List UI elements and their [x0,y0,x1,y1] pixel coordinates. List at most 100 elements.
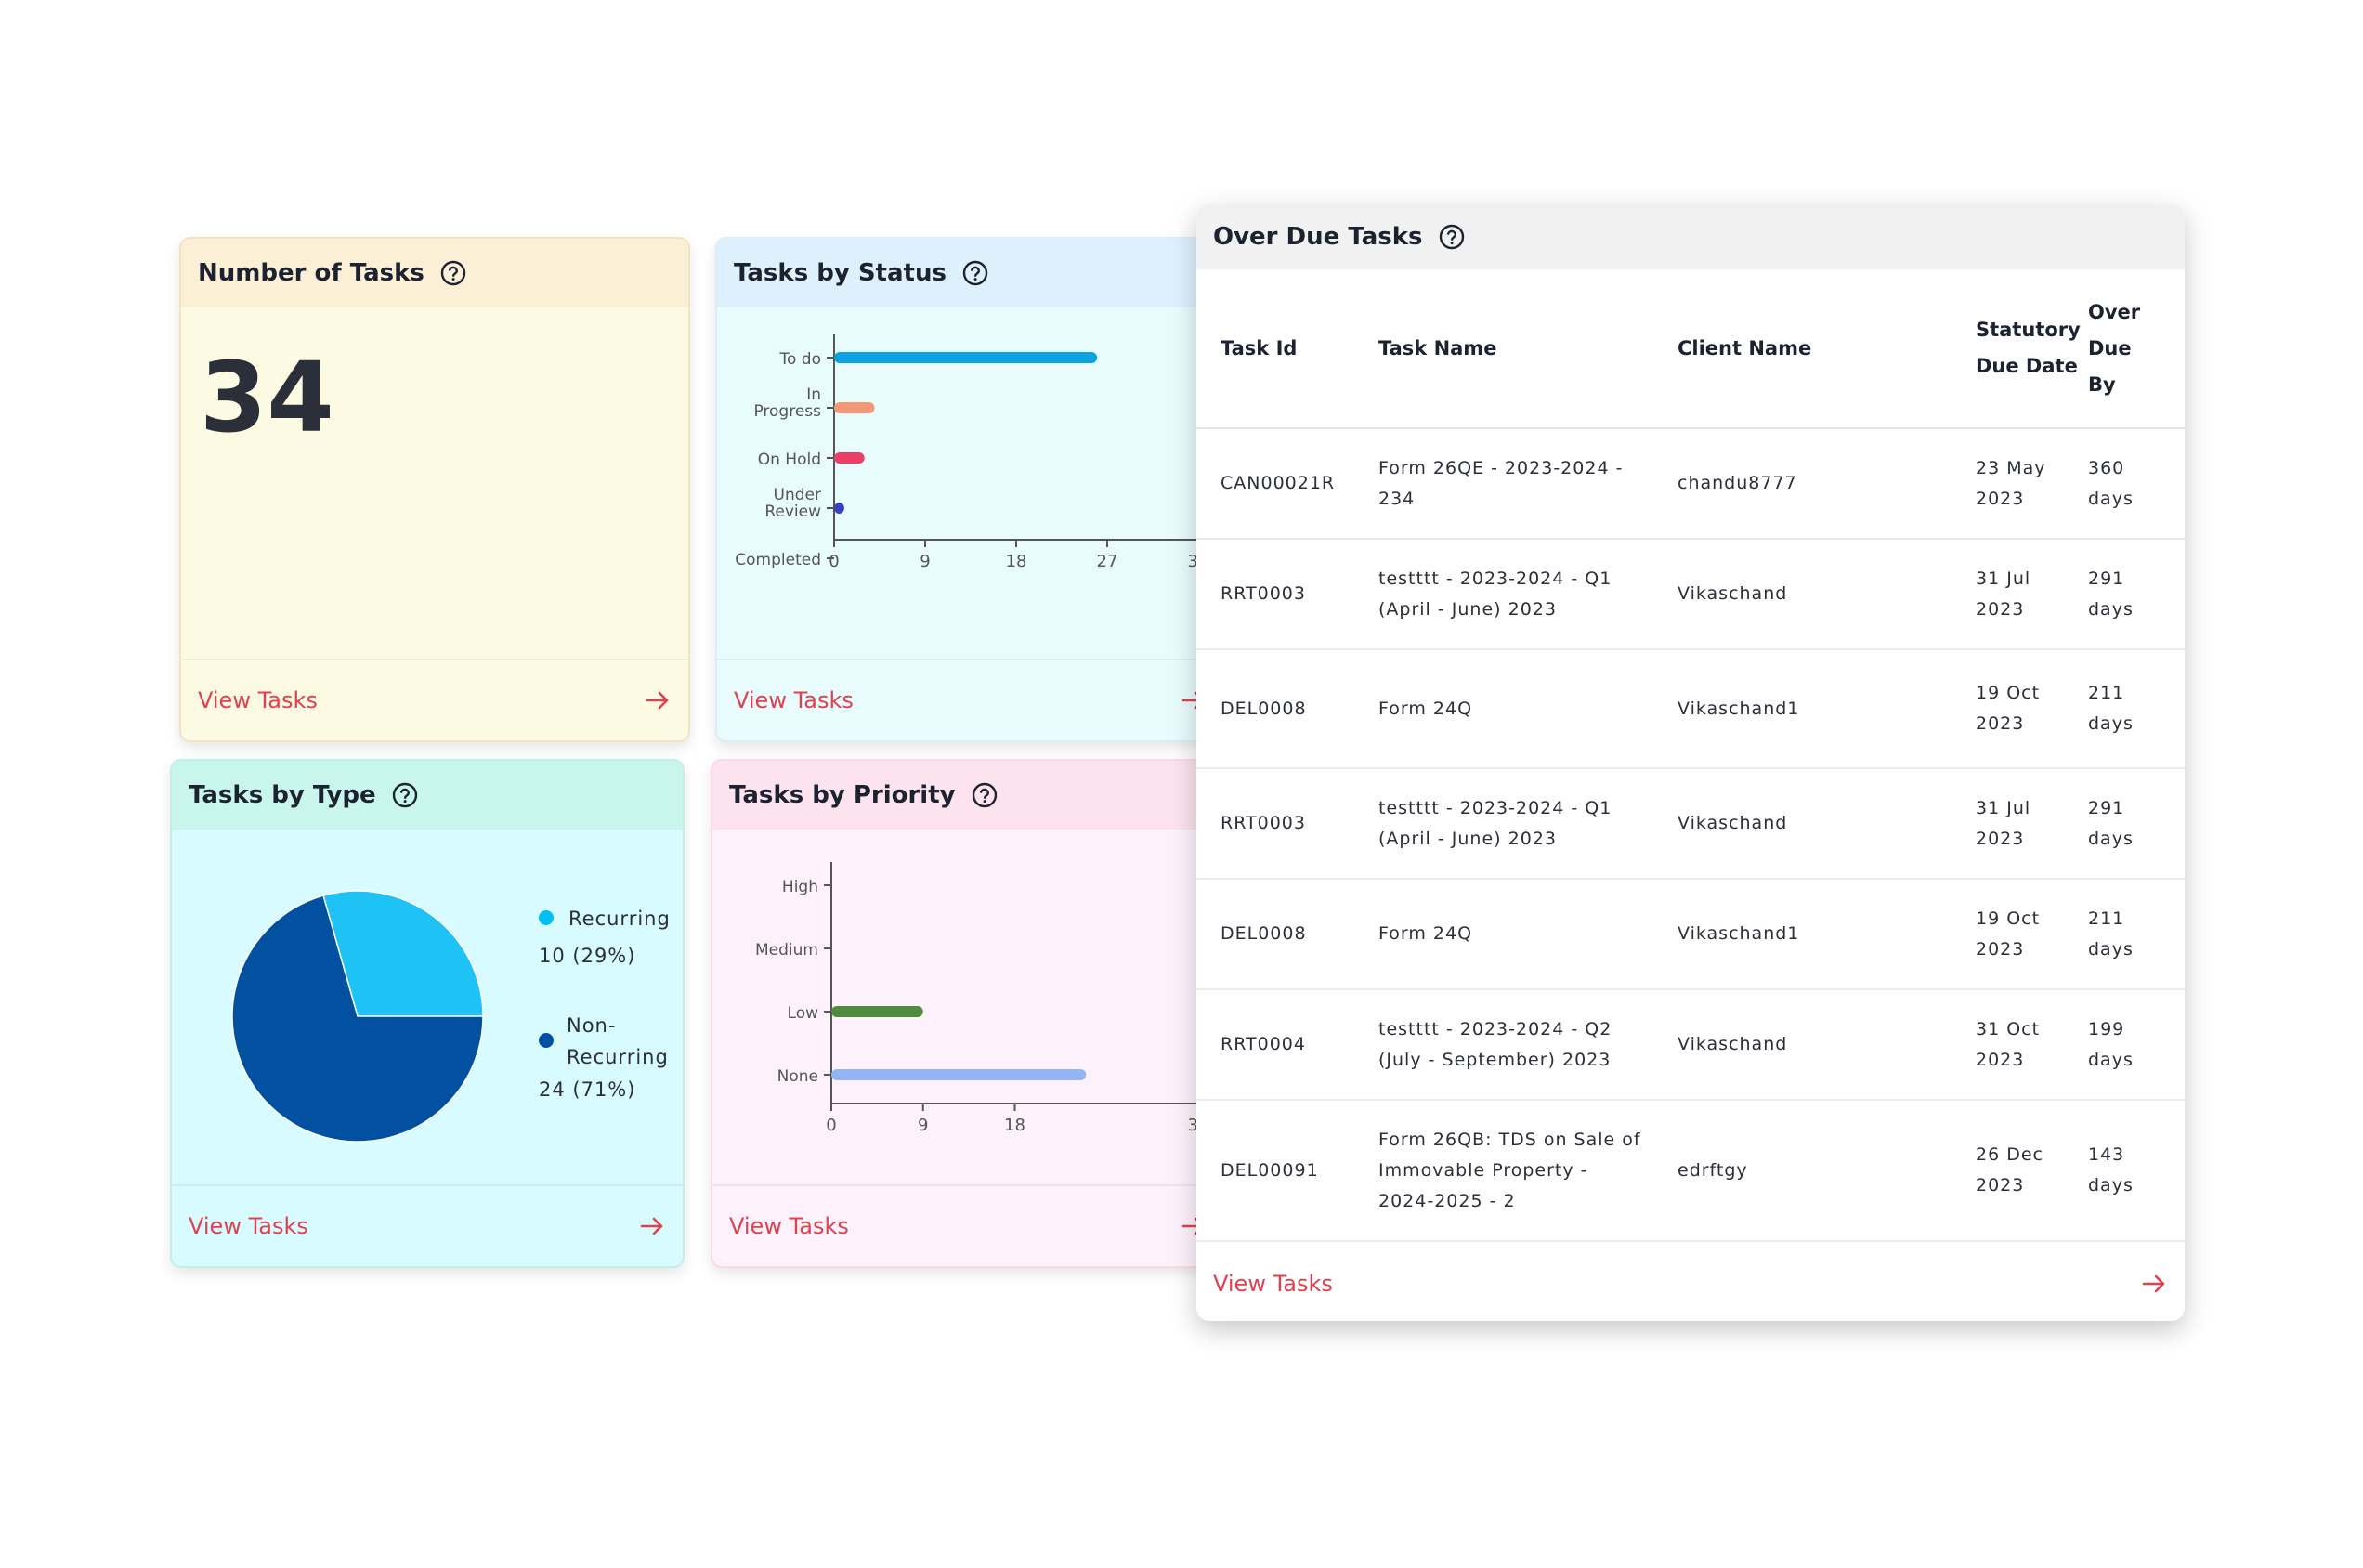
table-row[interactable]: DEL0008 Form 24Q Vikaschand1 19 Oct 2023 211 d… [1196,649,2185,769]
view-tasks-label[interactable]: View Tasks [189,1213,308,1239]
view-tasks-link[interactable]: View Tasks [717,659,1224,740]
view-tasks-label[interactable]: View Tasks [198,687,318,713]
card-header: Tasks by Priority [712,761,1224,830]
x-tick-label: 18 [1004,1116,1025,1135]
column-header-task-id[interactable]: Task Id [1196,269,1354,429]
pie-slice [322,890,484,1017]
tasks-by-type-card: Tasks by Type Recurring 10 (29%) Non- Re… [170,759,685,1268]
cell-line: DEL0008 [1221,923,1307,944]
cell-line: 143 [2088,1144,2125,1165]
x-tick-label: 0 [826,1116,836,1135]
cell-line: Vikaschand [1678,583,1788,604]
y-tick-label: Progress [753,402,821,421]
x-tick-label: 9 [918,1116,928,1135]
column-header-task-name[interactable]: Task Name [1354,269,1653,429]
cell-line: 2023 [1976,828,2025,849]
table-row[interactable]: RRT0003 testttt - 2023-2024 - Q1 (April - … [1196,768,2185,880]
arrow-right-icon[interactable] [644,686,672,714]
cell-overdue-by: 211 days [2088,879,2185,990]
card-title: Number of Tasks [198,259,424,287]
help-icon[interactable] [1438,223,1466,251]
header-line: By [2088,372,2116,396]
table-row[interactable]: RRT0003 testttt - 2023-2024 - Q1 (April - … [1196,539,2185,650]
cell-line: Form 24Q [1378,698,1473,719]
cell-line: 19 Oct [1976,908,2041,929]
help-icon[interactable] [961,259,989,287]
view-tasks-link[interactable]: View Tasks [1196,1247,2185,1321]
legend-value: 24 (71%) [539,1078,636,1101]
cell-line: 26 Dec [1976,1144,2043,1165]
cell-line: days [2088,1049,2134,1070]
cell-line: chandu8777 [1678,473,1797,493]
cell-line: CAN00021R [1221,473,1336,493]
view-tasks-link[interactable]: View Tasks [172,1184,683,1266]
cell-line: 211 [2088,908,2125,929]
overdue-table: Task Id Task Name Client Name Statutory … [1196,269,2185,1242]
bar [831,1069,1087,1080]
help-icon[interactable] [439,259,467,287]
view-tasks-link[interactable]: View Tasks [181,659,688,740]
cell-client-name: Vikaschand1 [1653,649,1952,769]
cell-line: 31 Jul [1976,797,2031,818]
y-tick-label: Under [774,486,821,504]
table-row[interactable]: RRT0004 testttt - 2023-2024 - Q2 (July - S… [1196,989,2185,1101]
legend-non-recurring: Non- Recurring [539,1010,669,1073]
cell-line: edrftgy [1678,1159,1748,1181]
header-line: Due [2088,336,2132,359]
pie-slice [231,895,484,1143]
cell-task-id: CAN00021R [1196,428,1354,540]
help-icon[interactable] [971,781,999,809]
table-row[interactable]: CAN00021R Form 26QE - 2023-2024 - 234 chand… [1196,428,2185,540]
help-icon[interactable] [391,781,419,809]
cell-line: days [2088,713,2134,734]
view-tasks-label[interactable]: View Tasks [1213,1271,1333,1297]
cell-line: Vikaschand [1678,813,1788,833]
x-tick-label: 0 [829,552,839,571]
cell-line: 211 [2088,683,2125,703]
column-header-client-name[interactable]: Client Name [1653,269,1952,429]
cell-due-date: 23 May 2023 [1952,428,2088,540]
cell-due-date: 31 Oct 2023 [1952,989,2088,1101]
cell-client-name: Vikaschand [1653,768,1952,880]
cell-line: days [2088,598,2134,620]
cell-line: Vikaschand1 [1678,923,1800,944]
view-tasks-link[interactable]: View Tasks [712,1184,1224,1266]
cell-client-name: Vikaschand [1653,989,1952,1101]
cell-task-id: DEL0008 [1196,649,1354,769]
header-line: Over [2088,300,2141,323]
cell-line: 31 Oct [1976,1018,2041,1039]
cell-task-id: DEL0008 [1196,879,1354,990]
y-tick-label: In [806,385,821,404]
column-header-overdue-by[interactable]: Over Due By [2088,269,2185,429]
x-tick-label: 18 [1006,552,1027,571]
cell-line: 291 [2088,568,2125,589]
cell-task-id: RRT0004 [1196,989,1354,1101]
column-header-due-date[interactable]: Statutory Due Date [1952,269,2088,429]
cell-due-date: 26 Dec 2023 [1952,1100,2088,1242]
card-title: Over Due Tasks [1213,223,1423,251]
cell-line: Form 26QB: TDS on Sale of [1378,1129,1641,1150]
cell-line: RRT0004 [1221,1034,1306,1054]
view-tasks-label[interactable]: View Tasks [734,687,854,713]
cell-overdue-by: 291 days [2088,539,2185,650]
table-row[interactable]: DEL00091 Form 26QB: TDS on Sale of Immovab… [1196,1100,2185,1242]
bar [831,1006,923,1017]
cell-line: 2023 [1976,938,2025,960]
arrow-right-icon[interactable] [2140,1270,2168,1298]
legend-dot [539,910,554,925]
card-title: Tasks by Type [189,781,376,809]
cell-line: 291 [2088,797,2125,818]
card-title: Tasks by Status [734,259,947,287]
cell-line: Form 24Q [1378,923,1473,944]
tasks-by-status-card: Tasks by Status To do In Progress On Hold Un… [715,237,1226,742]
cell-line: 2024-2025 - 2 [1378,1190,1516,1211]
bar [834,352,1098,363]
cell-client-name: chandu8777 [1653,428,1952,540]
task-count: 34 [200,341,334,454]
cell-line: days [2088,938,2134,960]
table-row[interactable]: DEL0008 Form 24Q Vikaschand1 19 Oct 2023 211 d… [1196,879,2185,990]
arrow-right-icon[interactable] [638,1212,666,1240]
view-tasks-label[interactable]: View Tasks [729,1213,849,1239]
x-tick-label: 9 [920,552,930,571]
